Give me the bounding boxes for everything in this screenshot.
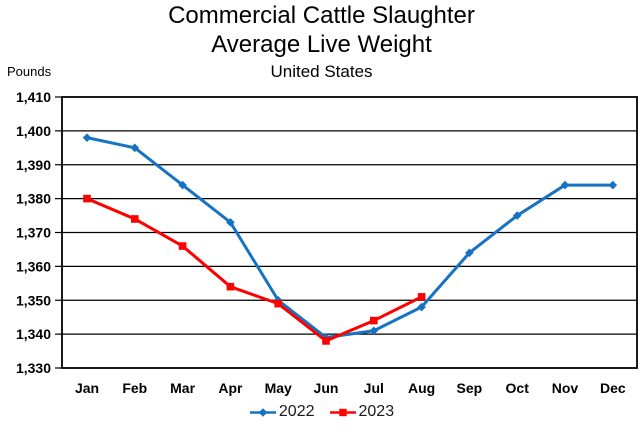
data-point-2022	[130, 143, 140, 153]
y-tick-label: 1,340	[16, 326, 51, 342]
data-point-2022	[465, 248, 474, 258]
chart-subtitle: United States	[270, 62, 373, 81]
series-line-2023	[85, 197, 424, 343]
x-tick-label: Feb	[122, 380, 147, 396]
data-point-2023	[178, 242, 187, 250]
chart-title-line2: Average Live Weight	[211, 31, 432, 58]
legend-label-2023: 2023	[358, 403, 395, 420]
y-tick-label: 1,350	[16, 292, 51, 308]
data-point-2023	[226, 282, 235, 291]
y-tick-label: 1,410	[16, 89, 51, 105]
y-axis-unit-label: Pounds	[7, 64, 52, 79]
data-point-2023	[83, 194, 91, 203]
x-tick-label: Nov	[552, 380, 579, 396]
legend-item-2022: 2022	[249, 403, 315, 421]
data-point-2023	[274, 299, 282, 308]
y-tick-label: 1,360	[16, 258, 51, 274]
plot-border	[61, 96, 638, 369]
legend-item-2023: 2023	[329, 403, 395, 421]
x-tick-label: Sep	[457, 380, 483, 396]
data-point-2022	[512, 211, 522, 220]
x-tick-label: May	[265, 380, 292, 396]
x-tick-label: Jul	[364, 380, 384, 396]
data-point-2022	[608, 180, 618, 190]
x-tick-label: Jun	[314, 380, 339, 396]
data-point-2023	[417, 293, 426, 301]
legend-marker-2022-icon	[249, 407, 276, 417]
x-tick-label: Jan	[75, 380, 99, 396]
y-tick-label: 1,380	[16, 191, 51, 207]
data-point-2022	[82, 133, 92, 142]
x-tick-label: Oct	[506, 380, 530, 396]
data-point-2022	[560, 180, 570, 190]
series-line-2022	[85, 136, 615, 340]
chart-title-line1: Commercial Cattle Slaughter	[168, 2, 475, 29]
x-tick-label: Apr	[218, 380, 243, 396]
data-point-2023	[322, 337, 330, 345]
data-point-2022	[178, 180, 187, 190]
x-tick-label: Mar	[170, 380, 195, 396]
x-tick-label: Aug	[408, 380, 435, 396]
x-tick-label: Dec	[600, 380, 626, 396]
y-tick-label: 1,400	[16, 123, 51, 139]
legend-label-2022: 2022	[278, 403, 315, 420]
data-point-2023	[131, 215, 139, 223]
chart-legend: 2022 2023	[0, 403, 643, 421]
data-point-2022	[417, 302, 426, 312]
y-tick-label: 1,390	[16, 157, 51, 173]
legend-marker-2023-icon	[329, 408, 356, 416]
y-tick-label: 1,330	[16, 360, 51, 376]
y-tick-label: 1,370	[16, 225, 51, 241]
data-point-2022	[226, 218, 235, 227]
data-point-2023	[370, 316, 378, 325]
data-point-2022	[369, 326, 379, 336]
